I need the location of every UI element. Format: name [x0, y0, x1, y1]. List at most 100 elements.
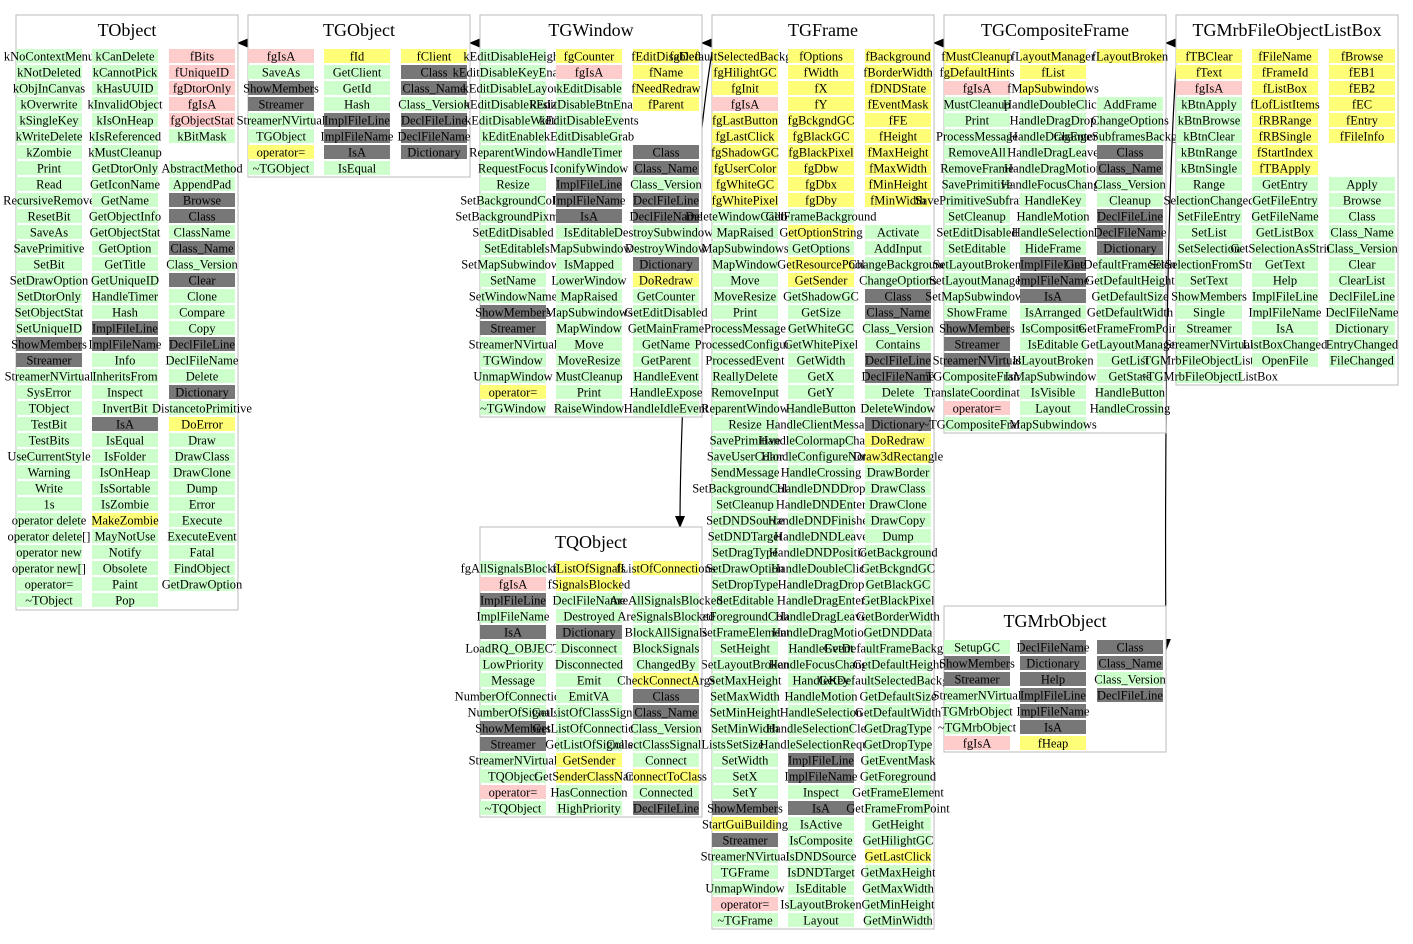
member-label: AreAllSignalsBlocked: [609, 594, 723, 608]
member-cell: [1020, 656, 1086, 670]
member-cell: [944, 704, 1010, 718]
member-label: kInvalidObject: [88, 98, 164, 112]
member-cell: [633, 561, 699, 575]
member-label: GetDefaultSelectedBackground: [819, 674, 979, 688]
member-label: SetDropType: [712, 578, 779, 592]
member-cell: [865, 193, 931, 207]
member-label: Fatal: [190, 546, 216, 560]
member-label: HandleSelection: [780, 706, 863, 720]
member-cell: [865, 81, 931, 95]
member-cell: [92, 561, 158, 575]
member-cell: [633, 145, 699, 159]
member-cell: [944, 273, 1010, 287]
member-label: IsA: [812, 802, 830, 816]
member-label: fgIsA: [499, 578, 527, 592]
member-label: HideFrame: [1025, 242, 1082, 256]
member-cell: [480, 769, 546, 783]
member-cell: [788, 577, 854, 591]
member-label: fEB1: [1349, 66, 1375, 80]
member-cell: [1252, 353, 1318, 367]
member-cell: [1176, 161, 1242, 175]
member-label: DeclFileLine: [169, 338, 235, 352]
member-label: SetEditable: [948, 242, 1006, 256]
member-label: IsDNDSource: [786, 850, 857, 864]
member-label: Draw: [188, 434, 216, 448]
member-cell: [1097, 49, 1163, 63]
member-cell: [480, 641, 546, 655]
member-cell: [480, 801, 546, 815]
member-label: fX: [814, 82, 827, 96]
member-label: SavePrimitive: [710, 434, 781, 448]
member-label: fgWhitePixel: [712, 194, 779, 208]
member-label: DrawCopy: [871, 514, 927, 528]
member-cell: [248, 65, 314, 79]
member-label: SetMapSubwindows: [461, 258, 565, 272]
member-cell: [169, 193, 235, 207]
member-cell: [865, 641, 931, 655]
member-label: Class_Name: [1330, 226, 1394, 240]
member-label: IsEditable: [796, 882, 847, 896]
member-cell: [16, 273, 82, 287]
member-label: SavePrimitive: [942, 178, 1013, 192]
member-label: Obsolete: [103, 562, 148, 576]
member-cell: [1020, 81, 1086, 95]
member-cell: [16, 129, 82, 143]
member-cell: [169, 49, 235, 63]
member-label: ~TGFrame: [717, 914, 773, 928]
member-label: BlockSignals: [633, 642, 700, 656]
member-label: ShowMembers: [475, 722, 551, 736]
member-label: kEditEnable: [482, 130, 544, 144]
member-label: GetOptions: [792, 242, 850, 256]
member-label: Class: [652, 146, 679, 160]
member-cell: [788, 737, 854, 751]
member-cell: [788, 865, 854, 879]
member-cell: [169, 209, 235, 223]
member-label: ImplFileLine: [480, 594, 546, 608]
class-title: TGFrame: [788, 20, 858, 40]
class-node-tgobject: TGObject fgIsA SaveAs ShowMembers Streamer St…: [237, 14, 471, 178]
member-label: fgDefaultHints: [940, 66, 1015, 80]
member-label: DistancetoPrimitive: [152, 402, 252, 416]
member-label: operator=: [25, 578, 74, 592]
member-label: Class_Version: [630, 722, 702, 736]
member-label: ClassName: [174, 226, 231, 240]
member-label: Layout: [803, 914, 839, 928]
member-cell: [556, 737, 622, 751]
member-label: Dictionary: [175, 386, 229, 400]
member-cell: [788, 385, 854, 399]
member-cell: [480, 305, 546, 319]
member-label: HandleFocusChange: [1001, 178, 1106, 192]
member-cell: [169, 65, 235, 79]
member-cell: [1176, 193, 1242, 207]
member-label: GetHeight: [872, 818, 925, 832]
member-label: HandleSelectionClear: [766, 722, 877, 736]
member-label: SetBit: [33, 258, 65, 272]
member-label: HandleKey: [1025, 194, 1083, 208]
member-label: MakeZombie: [91, 514, 159, 528]
member-label: StreamerNVirtual: [469, 754, 558, 768]
member-cell: [944, 736, 1010, 750]
member-cell: [712, 481, 778, 495]
member-label: kEditDisableBtnEnable: [530, 98, 648, 112]
member-cell: [1020, 688, 1086, 702]
member-cell: [1020, 49, 1086, 63]
member-cell: [556, 385, 622, 399]
member-label: RequestFocus: [478, 162, 548, 176]
member-label: ClearList: [1339, 274, 1386, 288]
member-label: fStartIndex: [1257, 146, 1314, 160]
member-cell: [92, 369, 158, 383]
member-label: HandleDNDDrop: [777, 482, 866, 496]
member-cell: [865, 65, 931, 79]
member-label: GetEntry: [1262, 178, 1309, 192]
member-cell: [865, 449, 931, 463]
member-cell: [633, 641, 699, 655]
member-cell: [92, 257, 158, 271]
member-label: TGMrbFileObjectListBox: [1143, 354, 1275, 368]
member-label: Class: [420, 66, 447, 80]
member-cell: [1329, 225, 1395, 239]
member-label: DeclFileLine: [633, 194, 699, 208]
member-cell: [712, 81, 778, 95]
member-label: GetState: [1108, 370, 1151, 384]
member-label: Inspect: [803, 786, 840, 800]
member-label: SetupGC: [954, 641, 1000, 655]
